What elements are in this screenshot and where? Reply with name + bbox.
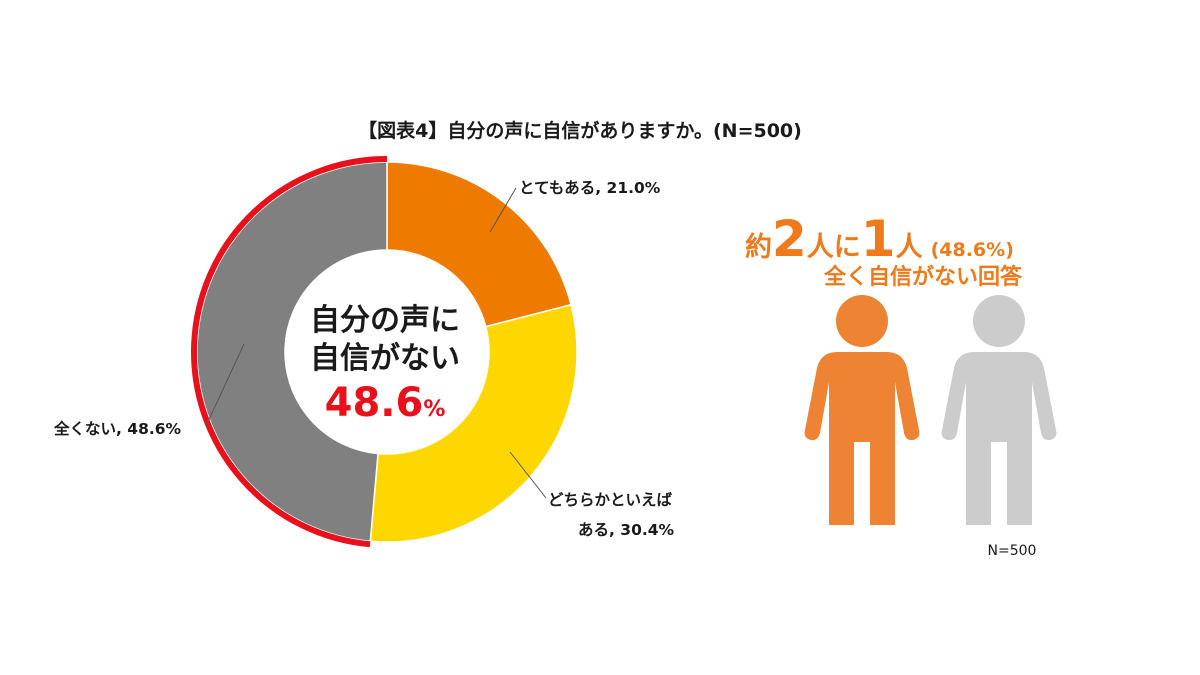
donut-chart	[191, 156, 578, 548]
donut-slice-1	[369, 303, 578, 543]
person-body	[941, 352, 1057, 525]
center-summary: 自分の声に 自信がない 48.6%	[290, 302, 480, 435]
headline-prefix: 約	[745, 232, 772, 263]
center-unit: %	[423, 397, 446, 422]
center-line-1: 自分の声に	[310, 303, 460, 338]
center-value: 48.6%	[290, 378, 480, 435]
person-head	[836, 295, 888, 347]
person-head	[973, 295, 1025, 347]
headline-percent: (48.6%)	[930, 239, 1014, 261]
headline-number-1: 1	[860, 210, 896, 268]
headline: 約2人に1人 (48.6%)	[745, 210, 1105, 268]
headline-mid: 人に	[806, 232, 861, 263]
slice-label-dochiraka: どちらかといえば ある, 30.4%	[548, 485, 674, 545]
slice-label-dochiraka-line1: どちらかといえば	[548, 491, 673, 509]
sample-size-note: N=500	[987, 543, 1037, 559]
person-icon-orange	[804, 295, 920, 525]
people-illustration	[804, 295, 1057, 525]
donut-slice-0	[386, 161, 572, 328]
chart-title: 【図表4】自分の声に自信がありますか。(N=500)	[358, 120, 802, 142]
leader-line-1	[509, 451, 547, 499]
donut-slice-2	[196, 161, 388, 543]
person-body	[804, 352, 920, 525]
leader-line-2	[205, 343, 245, 427]
slice-label-dochiraka-line2: ある, 30.4%	[578, 521, 675, 539]
headline-subline: 全く自信がない回答	[823, 265, 1022, 290]
slice-label-totemo-aru: とてもある, 21.0%	[519, 179, 661, 197]
leader-line-0	[489, 187, 517, 233]
headline-suffix: 人	[895, 232, 923, 263]
center-number: 48.6	[324, 380, 424, 426]
headline-number-2: 2	[772, 210, 807, 268]
center-line-2: 自信がない	[310, 341, 460, 376]
highlight-arc	[191, 156, 387, 548]
person-icon-gray	[941, 295, 1057, 525]
slice-label-mattaku-nai: 全くない, 48.6%	[54, 420, 182, 438]
